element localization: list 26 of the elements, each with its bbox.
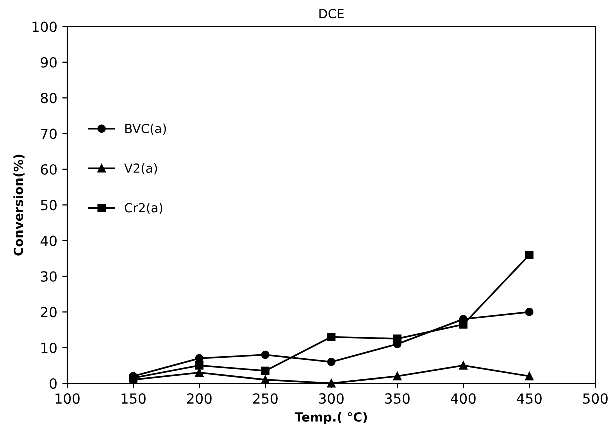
y-axis-title: Conversion(%) (14, 154, 25, 256)
x-tick-label: 300 (319, 394, 344, 404)
legend-label: BVC(a) (126, 124, 166, 135)
x-tick-label: 250 (253, 394, 278, 404)
y-tick-label: 100 (32, 22, 57, 32)
y-tick-label: 60 (41, 164, 57, 175)
chart-title: DCE (320, 9, 344, 19)
y-tick-label: 20 (41, 307, 57, 318)
y-tick-label: 10 (42, 342, 57, 354)
x-tick-label: 200 (187, 394, 212, 404)
legend-label: Cr2(a) (125, 203, 163, 214)
x-tick-label: 450 (517, 394, 542, 404)
y-tick-label: 40 (40, 236, 57, 246)
y-tick-label: 50 (41, 200, 57, 211)
x-tick-label: 150 (122, 394, 146, 404)
legend-label: V2(a) (124, 163, 158, 175)
x-tick-label: 400 (450, 394, 476, 404)
y-tick-label: 70 (41, 128, 57, 140)
y-tick-label: 80 (41, 93, 57, 104)
x-tick-label: 100 (56, 394, 80, 404)
x-axis-title: Temp.( °C) (294, 412, 368, 424)
x-tick-label: 500 (583, 394, 608, 404)
y-tick-label: 90 (41, 57, 57, 68)
x-tick-label: 350 (385, 394, 410, 404)
y-tick-label: 30 (41, 271, 57, 282)
y-tick-label: 0 (50, 378, 57, 390)
